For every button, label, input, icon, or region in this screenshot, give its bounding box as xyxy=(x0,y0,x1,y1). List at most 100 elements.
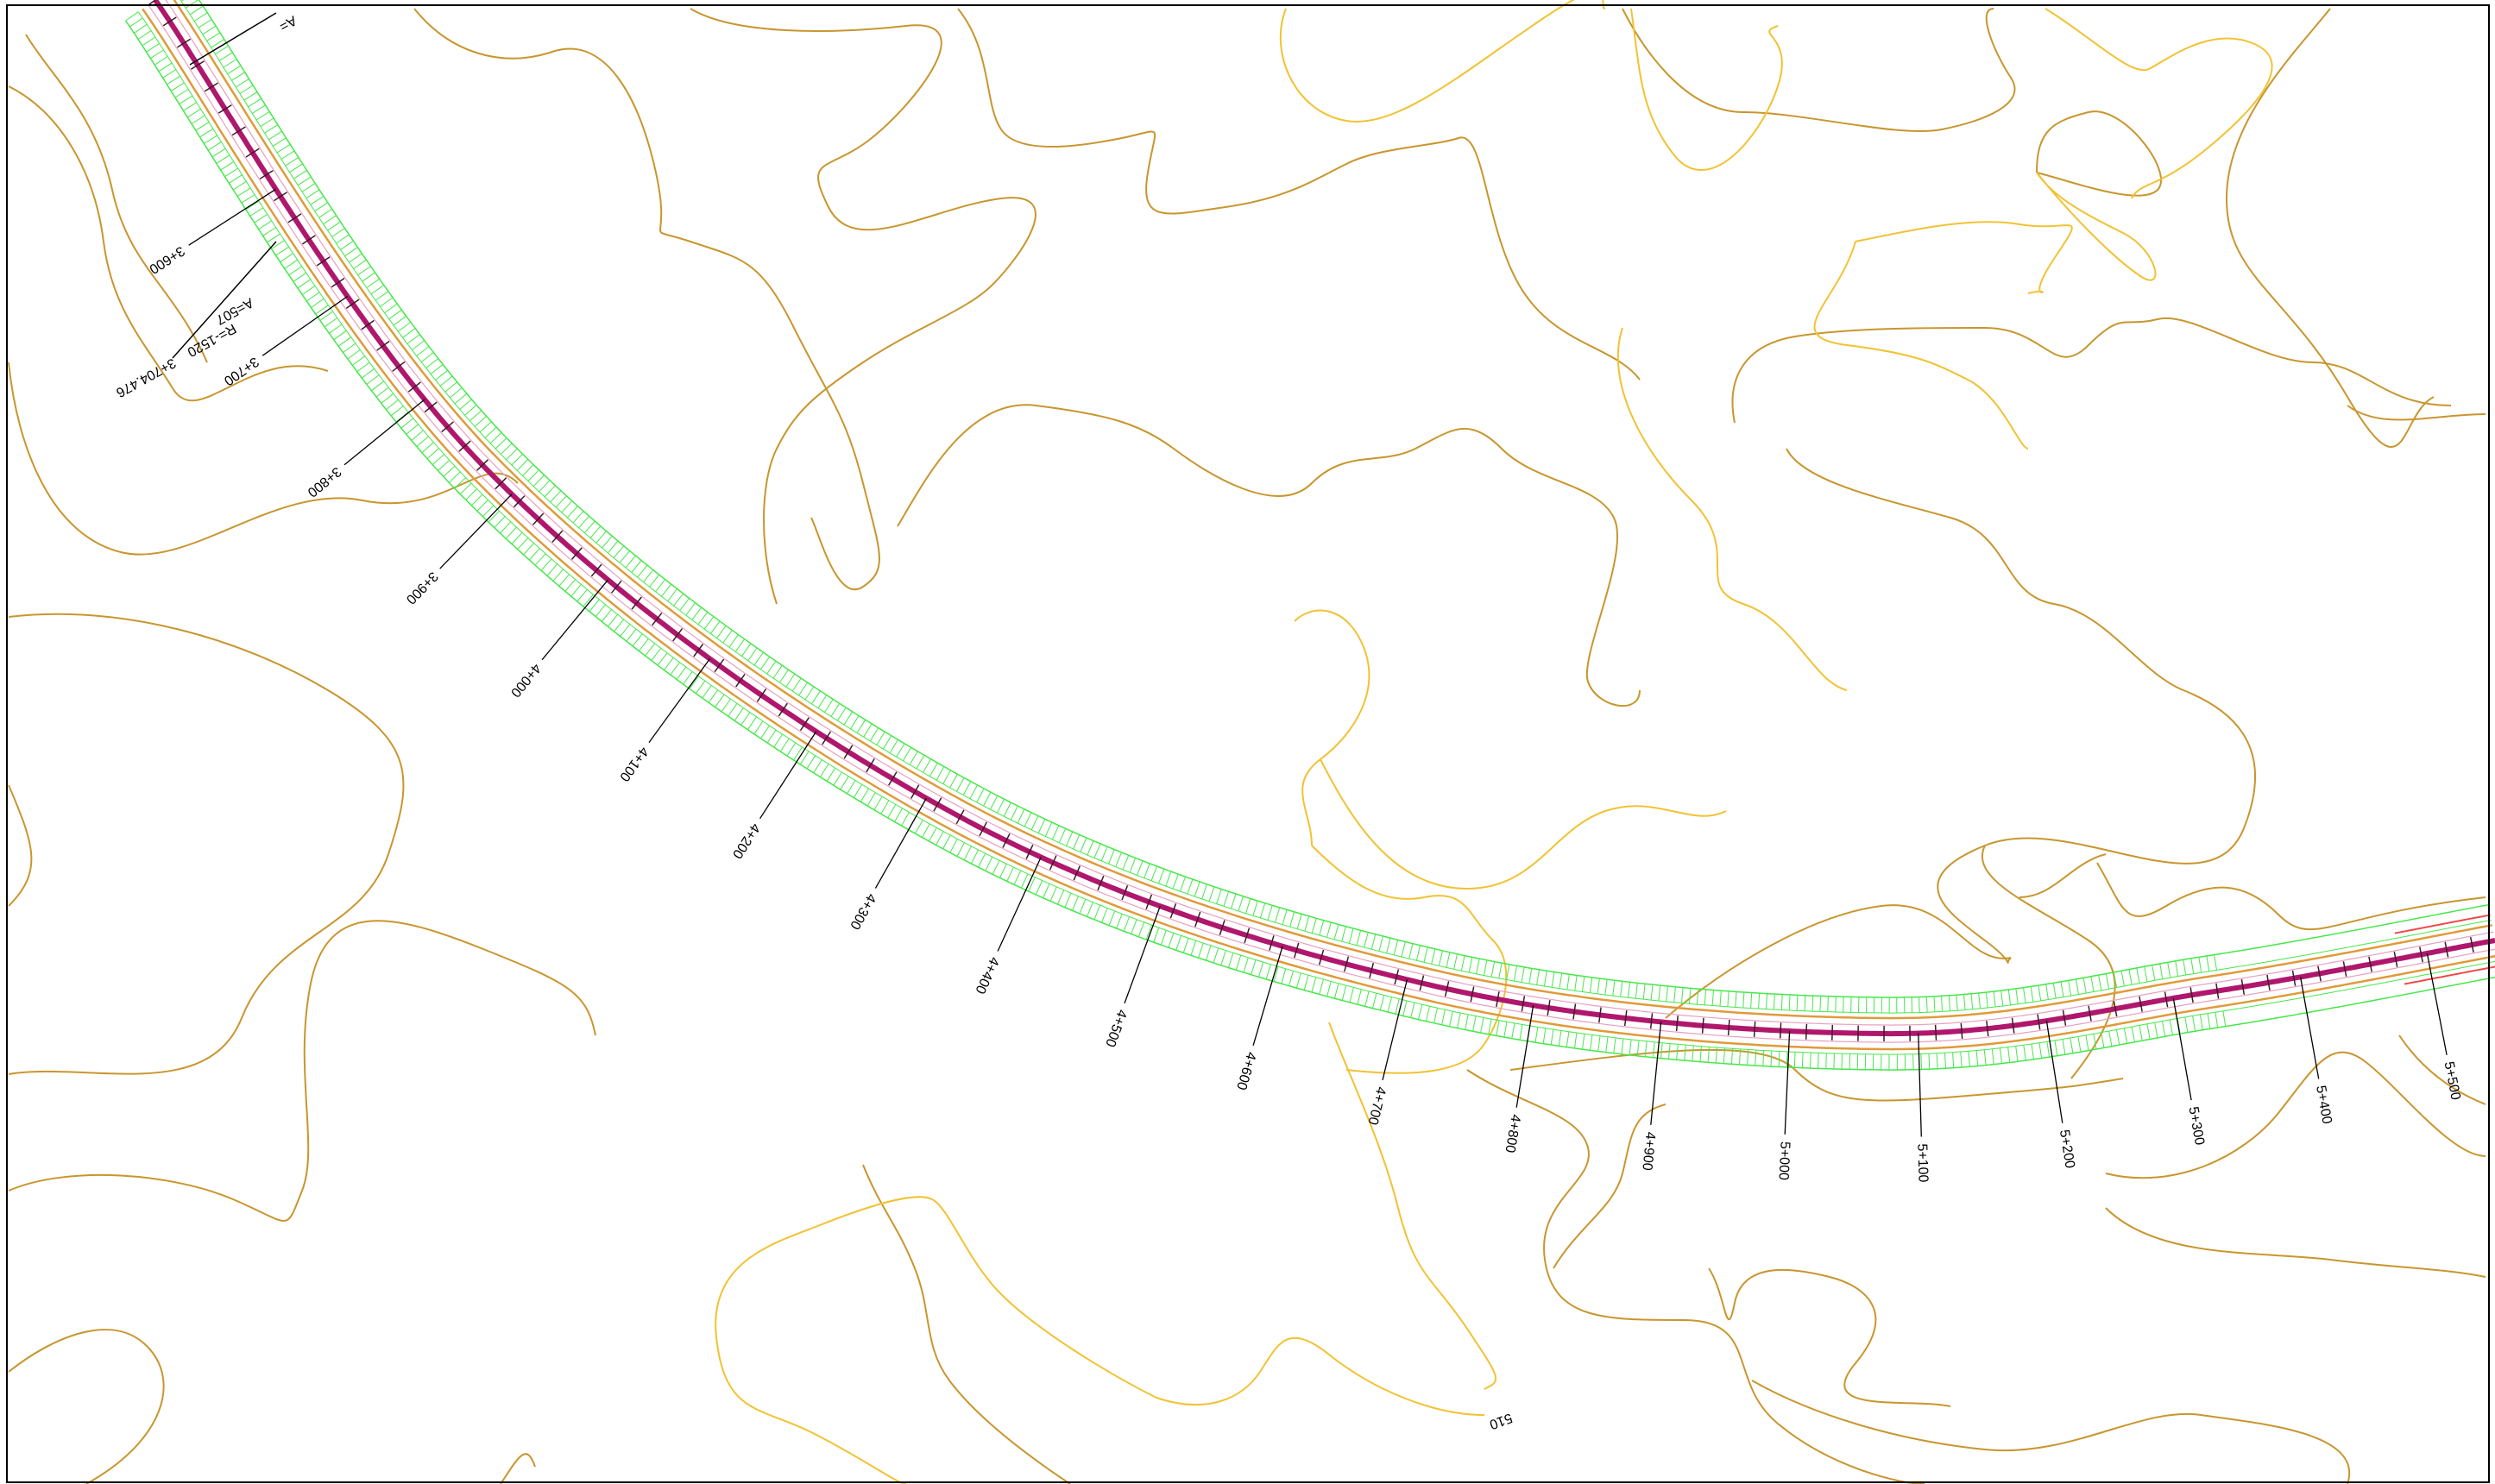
hatch-tick xyxy=(1635,983,1638,999)
centerline-tick xyxy=(735,673,746,688)
centerline-tick xyxy=(532,512,545,525)
contour-line xyxy=(413,8,880,591)
centerline-tick xyxy=(407,381,421,393)
hatch-tick xyxy=(2062,1039,2066,1055)
hatch-tick xyxy=(863,723,873,738)
hatch-tick xyxy=(1198,942,1204,959)
hatch-tick xyxy=(564,579,576,592)
hatch-tick xyxy=(759,656,771,670)
centerline-tick xyxy=(1701,1017,1704,1034)
hatch-tick xyxy=(183,102,197,111)
hatch-tick xyxy=(306,292,320,302)
hatch-tick xyxy=(314,202,329,212)
hatch-tick xyxy=(1644,1041,1648,1057)
centerline-tick xyxy=(458,440,471,452)
hatch-tick xyxy=(1418,1003,1423,1020)
hatch-tick xyxy=(1956,995,1958,1011)
hatch-tick xyxy=(488,510,500,523)
hatch-tick xyxy=(1550,1029,1554,1046)
hatch-tick xyxy=(1267,905,1273,921)
hatch-tick xyxy=(1137,860,1144,876)
hatch-tick xyxy=(1319,978,1324,995)
centerline-tick xyxy=(259,169,274,179)
hatch-tick xyxy=(936,766,945,781)
hatch-tick xyxy=(1003,802,1011,817)
contour-line xyxy=(8,85,329,402)
hatch-tick xyxy=(384,303,398,314)
hatch-tick xyxy=(1801,1052,1804,1068)
hatch-tick xyxy=(1288,971,1294,986)
contour-line xyxy=(8,613,405,1075)
contour-line xyxy=(1328,1022,1497,1390)
hatch-tick xyxy=(2222,1010,2227,1027)
hatch-tick xyxy=(655,579,666,593)
hatch-tick xyxy=(231,72,245,81)
centerline-tick xyxy=(2393,951,2398,967)
contour-line xyxy=(1708,1267,1951,1407)
hatch-tick xyxy=(561,500,573,513)
hatch-tick xyxy=(306,189,320,199)
hatch-tick xyxy=(837,707,847,721)
hatch-tick xyxy=(1730,1048,1734,1065)
hatch-tick xyxy=(1372,993,1377,1009)
hatch-outer-edge xyxy=(198,0,2489,998)
centerline-tick xyxy=(2469,936,2474,953)
hatch-tick xyxy=(555,495,567,508)
hatch-tick xyxy=(506,448,518,461)
hatch-tick xyxy=(1457,1012,1461,1028)
hatch-tick xyxy=(1993,991,1996,1008)
hatch-tick xyxy=(262,227,276,236)
road-edge-line xyxy=(142,8,2495,1051)
station-leader xyxy=(997,857,1042,952)
station-leader xyxy=(2045,1021,2063,1123)
hatch-tick xyxy=(2007,989,2012,1005)
hatch-tick xyxy=(199,128,214,138)
hatch-tick xyxy=(1364,990,1370,1007)
hatch-tick xyxy=(1825,1053,1827,1069)
hatch-tick xyxy=(275,246,289,256)
centerline-tick xyxy=(933,797,942,812)
centerline-tick xyxy=(148,0,157,5)
hatch-tick xyxy=(2192,1016,2196,1032)
hatch-tick xyxy=(833,771,842,786)
hatch-tick xyxy=(174,89,189,98)
hatch-tick xyxy=(766,729,777,744)
hatch-tick xyxy=(1528,968,1533,984)
hatch-tick xyxy=(1559,972,1563,989)
hatch-tick xyxy=(1010,805,1018,821)
hatch-tick xyxy=(791,677,802,692)
hatch-tick xyxy=(955,777,965,792)
hatch-tick xyxy=(602,535,613,549)
hatch-tick xyxy=(664,657,674,670)
hatch-tick xyxy=(572,511,584,524)
hatch-tick xyxy=(470,494,483,506)
centerline-tick xyxy=(910,784,920,799)
hatch-tick xyxy=(1049,886,1057,902)
hatch-tick xyxy=(741,643,752,657)
centerline-tick xyxy=(190,60,205,70)
hatch-tick xyxy=(1628,982,1631,998)
contour-line xyxy=(2105,1051,2486,1179)
centerline-tick xyxy=(2189,987,2194,1003)
hatch-tick xyxy=(760,725,770,739)
hatch-tick xyxy=(464,405,477,416)
hatch-tick xyxy=(625,555,636,569)
contour-line xyxy=(2096,862,2486,931)
hatch-tick xyxy=(830,703,841,717)
centerline-tick xyxy=(2037,1014,2041,1030)
hatch-tick xyxy=(2023,987,2026,1003)
hatch-tick xyxy=(1727,990,1729,1007)
hatch-tick xyxy=(2215,1012,2219,1028)
map-frame-border xyxy=(6,4,2490,1483)
hatch-tick xyxy=(482,505,495,518)
hatch-tick xyxy=(2169,1019,2173,1035)
centerline-tick xyxy=(1269,935,1275,951)
hatch-tick xyxy=(301,182,316,192)
hatch-tick xyxy=(766,660,777,675)
hatch-tick xyxy=(248,97,262,108)
contour-line xyxy=(1466,1069,1925,1484)
centerline-tick xyxy=(2317,965,2322,982)
hatch-tick xyxy=(195,122,210,131)
